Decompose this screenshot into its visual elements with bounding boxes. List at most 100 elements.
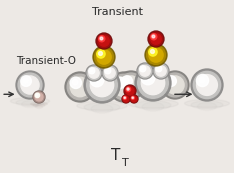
Circle shape [191,69,223,101]
Ellipse shape [77,101,127,110]
Circle shape [199,77,205,83]
Circle shape [126,87,131,92]
Circle shape [163,73,187,97]
Circle shape [145,44,167,66]
Circle shape [97,34,111,48]
Circle shape [93,76,99,83]
Circle shape [149,48,157,56]
Circle shape [132,97,133,98]
Circle shape [126,87,134,95]
Circle shape [141,71,155,85]
Circle shape [138,68,168,98]
Circle shape [123,96,126,99]
Circle shape [105,68,111,74]
Circle shape [67,74,93,100]
Circle shape [123,96,129,102]
Circle shape [152,35,155,38]
Circle shape [16,71,44,99]
Circle shape [193,71,221,99]
Ellipse shape [31,102,48,105]
Circle shape [21,76,31,86]
Circle shape [131,96,137,102]
Circle shape [122,76,140,94]
Circle shape [149,48,163,62]
Circle shape [114,77,134,97]
Circle shape [117,80,122,85]
Text: Transient: Transient [91,7,143,17]
Circle shape [156,66,162,72]
Circle shape [114,77,125,89]
Circle shape [106,69,109,72]
Circle shape [35,93,40,98]
Circle shape [141,67,144,70]
Circle shape [73,80,78,85]
Circle shape [130,95,138,103]
Circle shape [157,67,160,70]
Circle shape [197,75,217,95]
Circle shape [149,32,163,46]
Circle shape [90,73,104,87]
Circle shape [124,97,125,98]
Circle shape [196,74,208,87]
Ellipse shape [84,103,120,112]
Circle shape [70,77,90,97]
Circle shape [90,73,114,97]
Circle shape [148,31,164,47]
Circle shape [122,95,130,103]
Circle shape [137,63,153,79]
Circle shape [125,86,135,96]
Circle shape [151,34,157,40]
Circle shape [111,74,137,100]
Ellipse shape [33,104,45,107]
Circle shape [124,85,136,97]
Circle shape [93,46,115,68]
Ellipse shape [185,99,229,107]
Circle shape [90,69,93,72]
Circle shape [34,92,44,102]
Circle shape [35,93,43,101]
Text: Transient-O: Transient-O [16,56,76,66]
Circle shape [102,65,118,81]
Circle shape [119,73,143,97]
Circle shape [96,33,112,49]
Circle shape [18,73,42,97]
Circle shape [168,78,173,83]
Circle shape [100,37,103,40]
Circle shape [36,94,38,96]
Circle shape [124,78,129,83]
Circle shape [33,91,45,103]
Circle shape [99,52,102,56]
Circle shape [97,50,105,58]
Text: T: T [111,148,121,163]
Circle shape [122,76,132,86]
Circle shape [99,36,105,42]
Circle shape [140,66,146,72]
Circle shape [166,76,184,94]
Circle shape [144,74,150,80]
Circle shape [105,68,115,78]
Circle shape [65,72,95,102]
Circle shape [21,76,39,94]
Circle shape [70,77,81,89]
Circle shape [140,66,150,76]
Circle shape [89,68,99,78]
Circle shape [123,96,129,102]
Circle shape [132,96,137,102]
Circle shape [103,66,117,80]
Circle shape [147,46,165,64]
Ellipse shape [16,99,44,106]
Circle shape [151,34,161,44]
Circle shape [131,96,134,99]
Ellipse shape [191,101,223,109]
Circle shape [127,88,129,90]
Circle shape [95,48,113,66]
Circle shape [138,64,152,78]
Circle shape [87,66,101,80]
Circle shape [153,63,169,79]
Circle shape [161,71,189,99]
Ellipse shape [128,99,178,108]
Circle shape [89,68,95,74]
Circle shape [109,72,139,102]
Circle shape [117,71,145,99]
Circle shape [99,36,109,46]
